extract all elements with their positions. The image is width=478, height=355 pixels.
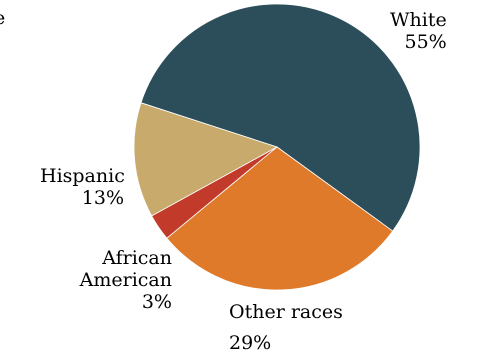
slice-label-hispanic: Hispanic 13%	[40, 165, 125, 209]
slice-label-white: White 55%	[390, 9, 447, 53]
pie-slice-other-races	[166, 146, 394, 291]
slice-label-other-races: Other races 29%	[229, 301, 343, 354]
slice-label-african-american: African American 3%	[48, 247, 172, 313]
pie-slice-hispanic	[133, 102, 279, 217]
slice-value-other-races: 29%	[229, 332, 272, 354]
pie-slice-white	[140, 3, 421, 232]
slice-name-white: White	[390, 9, 447, 31]
slice-value-hispanic: 13%	[81, 187, 124, 209]
slice-name-other-races: Other races	[229, 301, 343, 323]
slice-name-african-american-line2: American	[79, 269, 172, 291]
slice-value-white: 55%	[404, 31, 447, 53]
slice-name-hispanic: Hispanic	[40, 165, 125, 187]
chart-title: e	[0, 7, 5, 29]
slice-name-african-american-line1: African	[102, 247, 172, 269]
slice-value-african-american: 3%	[141, 291, 172, 313]
